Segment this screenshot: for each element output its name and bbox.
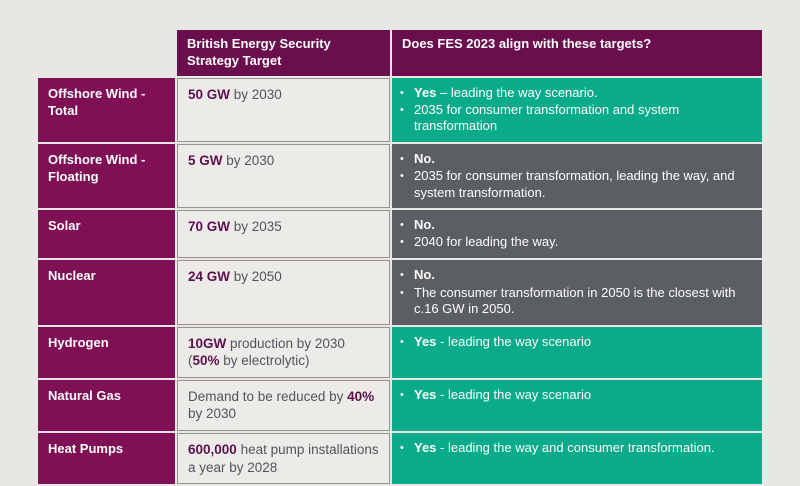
- bullet-icon: •: [400, 236, 404, 249]
- target-value-text: by 2030: [188, 406, 237, 422]
- alignment-cell-yes: • Yes - leading the way scenario: [392, 326, 762, 378]
- bullet-icon: •: [400, 335, 404, 348]
- bullet-answer-keyword: No.: [414, 267, 435, 283]
- row-label: Solar: [38, 210, 175, 259]
- bullet-item: • 2035 for consumer transformation and sy…: [400, 102, 752, 135]
- bullet-icon: •: [400, 170, 404, 183]
- page-canvas: British Energy Security Strategy Target …: [38, 30, 762, 485]
- bullet-item: • 2035 for consumer transformation, leadi…: [400, 168, 752, 201]
- row-label: Heat Pumps: [38, 432, 175, 485]
- column-header-target: British Energy Security Strategy Target: [177, 30, 390, 76]
- bullet-text: Yes - leading the way scenario: [414, 386, 592, 402]
- bullet-item: • The consumer transformation in 2050 is …: [400, 285, 752, 318]
- target-value-cell: 5 GW by 2030: [177, 144, 390, 209]
- target-value-text: by 2050: [230, 269, 282, 285]
- row-label: Nuclear: [38, 260, 175, 325]
- target-value-text: by 2030: [230, 86, 282, 102]
- bullet-icon: •: [400, 103, 404, 116]
- corner-empty-cell: [38, 30, 175, 76]
- bullet-answer-keyword: No.: [414, 151, 435, 167]
- target-value-cell: 24 GW by 2050: [177, 260, 390, 325]
- target-value-cell: Demand to be reduced by 40% by 2030: [177, 379, 390, 431]
- table-row: Solar 70 GW by 2035 • No. • 2040 for leading …: [38, 210, 762, 259]
- table-row: Heat Pumps 600,000 heat pump installation…: [38, 432, 762, 485]
- row-label: Natural Gas: [38, 379, 175, 431]
- bullet-icon: •: [400, 441, 404, 454]
- table-row: Natural Gas Demand to be reduced by 40% b…: [38, 379, 762, 431]
- bullet-item: • Yes – leading the way scenario.: [400, 85, 752, 102]
- bullet-text: 2035 for consumer transformation and sys…: [414, 101, 680, 134]
- column-header-alignment: Does FES 2023 align with these targets?: [392, 30, 762, 76]
- bullet-answer-keyword: Yes: [414, 84, 437, 100]
- table-row: Hydrogen 10GW production by 2030 (50% by …: [38, 326, 762, 378]
- target-value-text: production by 2030 (: [188, 335, 345, 369]
- targets-comparison-table: British Energy Security Strategy Target …: [36, 28, 764, 486]
- target-value-text: by 2030: [222, 153, 275, 169]
- target-value-text: by electrolytic): [219, 353, 310, 369]
- bullet-icon: •: [400, 219, 404, 232]
- header-row: British Energy Security Strategy Target …: [38, 30, 762, 76]
- target-value-cell: 70 GW by 2035: [177, 210, 390, 259]
- target-value-text: by 2035: [230, 219, 282, 235]
- bullet-item: • No.: [400, 151, 752, 168]
- bullet-text: 2035 for consumer transformation, leadin…: [414, 168, 735, 200]
- target-value-bold: 600,000: [188, 441, 237, 457]
- alignment-cell-no: • No. • 2040 for leading the way.: [392, 210, 762, 259]
- row-label: Offshore Wind - Total: [38, 77, 175, 143]
- bullet-item: • No.: [400, 217, 752, 234]
- target-value-bold: 50%: [192, 353, 220, 369]
- bullet-text: Yes - leading the way and consumer trans…: [414, 439, 715, 455]
- alignment-cell-no: • No. • The consumer transformation in 2050…: [392, 260, 762, 325]
- row-label: Offshore Wind - Floating: [38, 144, 175, 209]
- bullet-text: Yes – leading the way scenario.: [414, 84, 598, 100]
- bullet-item: • No.: [400, 267, 752, 284]
- target-value-cell: 50 GW by 2030: [177, 77, 390, 143]
- row-label: Hydrogen: [38, 326, 175, 378]
- bullet-text: Yes - leading the way scenario: [414, 333, 592, 349]
- bullet-item: • 2040 for leading the way.: [400, 234, 752, 251]
- table-row: Offshore Wind - Total 50 GW by 2030 • Yes –…: [38, 77, 762, 143]
- target-value-bold: 40%: [347, 388, 375, 404]
- alignment-cell-yes: • Yes - leading the way and consumer tran…: [392, 432, 762, 485]
- bullet-answer-keyword: Yes: [414, 439, 437, 455]
- target-value-bold: 24 GW: [188, 269, 231, 285]
- bullet-item: • Yes - leading the way and consumer tran…: [400, 440, 752, 457]
- bullet-text: No.: [414, 151, 752, 168]
- bullet-icon: •: [400, 153, 404, 166]
- target-value-bold: 10GW: [188, 335, 227, 351]
- bullet-icon: •: [400, 286, 404, 299]
- bullet-text: 2040 for leading the way.: [414, 234, 559, 250]
- bullet-text: The consumer transformation in 2050 is t…: [414, 284, 736, 317]
- alignment-cell-no: • No. • 2035 for consumer transformation, l…: [392, 144, 762, 209]
- alignment-cell-yes: • Yes - leading the way scenario: [392, 379, 762, 431]
- bullet-item: • Yes - leading the way scenario: [400, 387, 752, 404]
- table-row: Offshore Wind - Floating 5 GW by 2030 • No.…: [38, 144, 762, 209]
- alignment-cell-yes: • Yes – leading the way scenario. • 2035 fo…: [392, 77, 762, 143]
- target-value-cell: 600,000 heat pump installations a year b…: [177, 432, 390, 485]
- target-value-cell: 10GW production by 2030 (50% by electrol…: [177, 326, 390, 378]
- bullet-icon: •: [400, 388, 404, 401]
- bullet-answer-keyword: Yes: [414, 386, 437, 402]
- target-value-bold: 5 GW: [188, 153, 223, 169]
- target-value-bold: 70 GW: [188, 219, 231, 235]
- table-row: Nuclear 24 GW by 2050 • No. • The consumer tr…: [38, 260, 762, 325]
- bullet-item: • Yes - leading the way scenario: [400, 334, 752, 351]
- bullet-text: No.: [414, 267, 752, 284]
- table-body: Offshore Wind - Total 50 GW by 2030 • Yes –…: [38, 77, 762, 485]
- bullet-answer-keyword: Yes: [414, 333, 437, 349]
- target-value-text: Demand to be reduced by: [188, 388, 348, 404]
- bullet-text: No.: [414, 217, 752, 234]
- bullet-icon: •: [400, 269, 404, 282]
- bullet-icon: •: [400, 86, 404, 99]
- bullet-answer-keyword: No.: [414, 217, 435, 233]
- target-value-bold: 50 GW: [188, 86, 231, 102]
